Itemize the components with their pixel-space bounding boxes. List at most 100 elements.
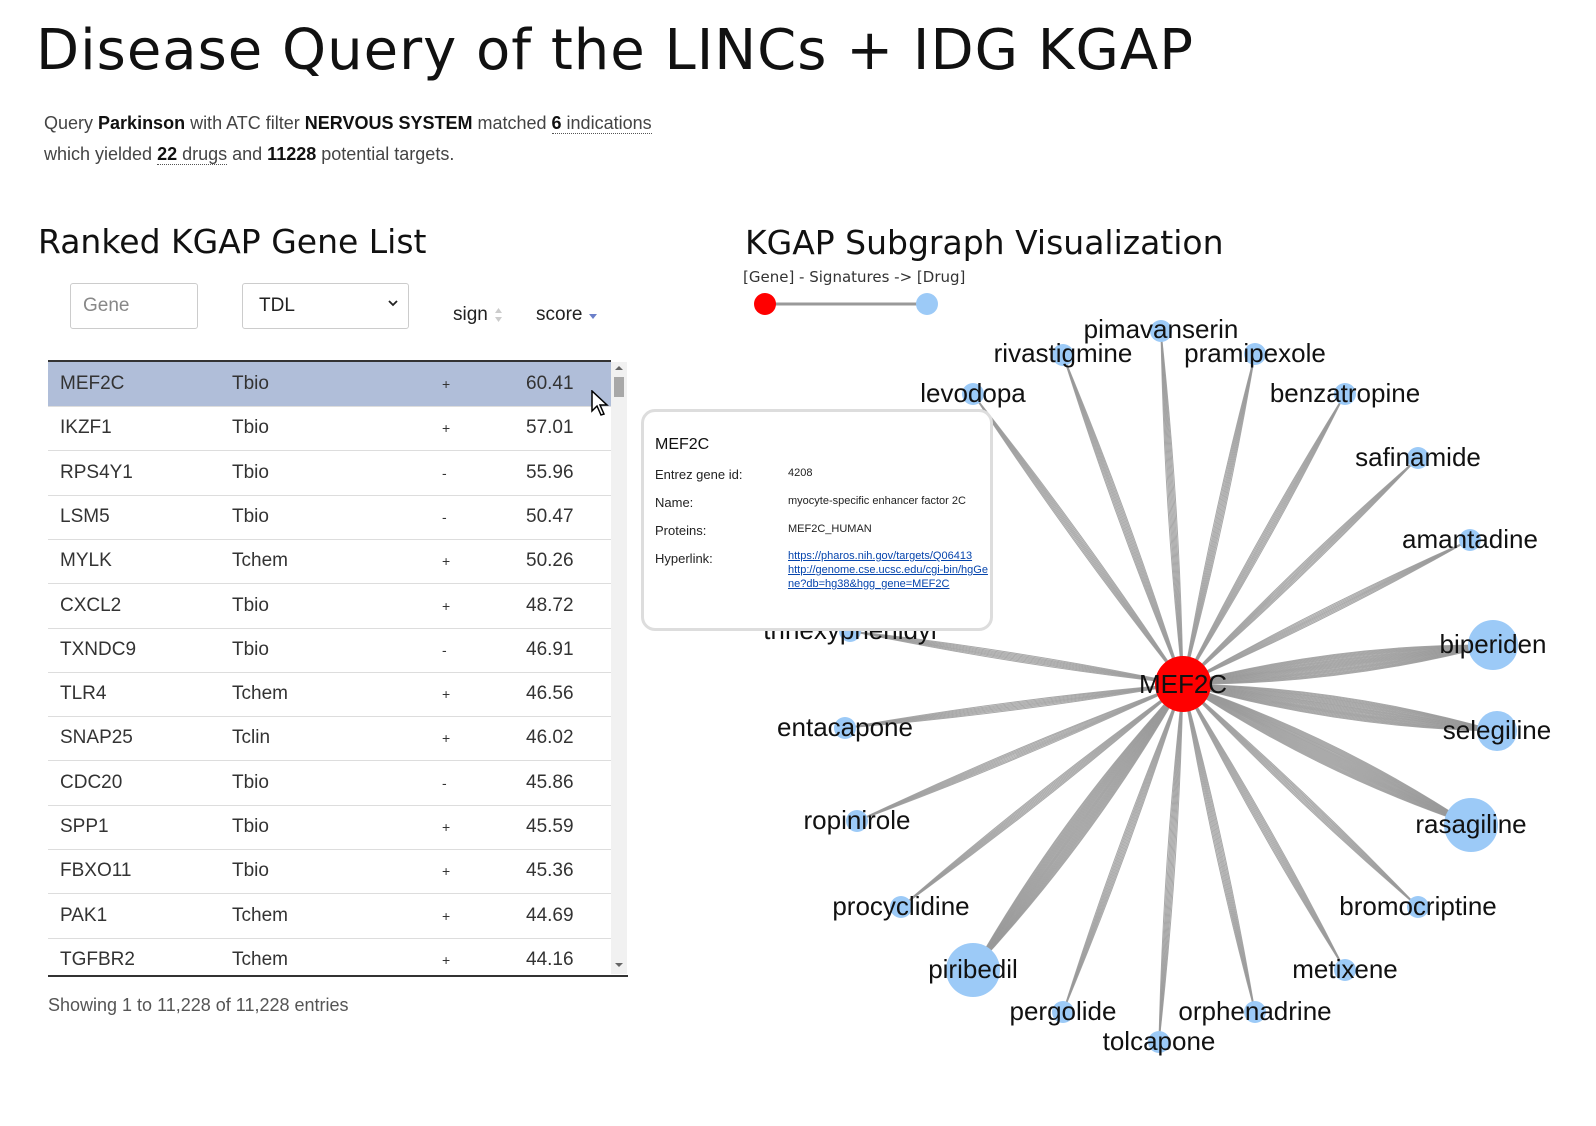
edge-pergolide [1062, 683, 1184, 1013]
table-row[interactable]: CDC20 Tbio - 45.86 [48, 761, 611, 806]
table-row[interactable]: TGFBR2 Tchem +44.16 [48, 938, 611, 978]
drug-node-tolcapone[interactable] [1148, 1031, 1170, 1053]
gene-filter-input[interactable] [70, 283, 198, 329]
table-row[interactable]: SNAP25 Tclin +46.02 [48, 716, 611, 762]
edge-pimavanserin [1160, 330, 1184, 685]
table-row[interactable]: CXCL2 Tbio +48.72 [48, 584, 611, 629]
table-row[interactable]: LSM5 Tbio - 50.47 [48, 495, 611, 540]
tdl-cell: Tchem [232, 550, 288, 572]
edge-selegiline [1182, 683, 1498, 732]
edge-entacapone [844, 683, 1184, 729]
drug-node-metixene[interactable] [1334, 959, 1356, 981]
scroll-up-icon[interactable] [615, 364, 623, 372]
drugs-link[interactable]: 22 drugs [157, 144, 228, 165]
edge-safinamide [1182, 457, 1419, 685]
drug-node-pramipexole[interactable] [1244, 343, 1266, 365]
indications-link[interactable]: 6 indications [551, 113, 652, 134]
table-info: Showing 1 to 11,228 of 11,228 entries [48, 995, 349, 1015]
edge-safinamide [1182, 457, 1419, 685]
edge-amantadine [1182, 539, 1471, 685]
edge-bromocriptine [1182, 683, 1419, 908]
edge-pimavanserin [1160, 330, 1184, 685]
table-row[interactable]: MYLK Tchem +50.26 [48, 539, 611, 585]
drug-node-biperiden[interactable] [1468, 620, 1518, 670]
drug-node-ropinirole[interactable] [846, 810, 868, 832]
drug-label: metixene [1292, 954, 1398, 984]
drug-node-rasagiline[interactable] [1444, 798, 1498, 852]
edge-pramipexole [1182, 353, 1256, 685]
tdl-cell: Tclin [232, 727, 271, 749]
drug-node-levodopa[interactable] [962, 383, 984, 405]
edge-trihexyphenidyl [849, 630, 1184, 685]
edge-ropinirole [856, 683, 1184, 822]
edge-ropinirole [856, 683, 1184, 822]
scroll-down-icon[interactable] [615, 961, 623, 969]
table-row[interactable]: FBXO11 Tbio +45.36 [48, 849, 611, 895]
summary-text: and [227, 144, 268, 164]
sign-cell: + [442, 730, 451, 747]
drug-label: biperiden [1440, 629, 1547, 659]
gene-cell: TXNDC9 [60, 638, 137, 660]
sign-cell: + [442, 686, 451, 703]
edge-tolcapone [1158, 683, 1184, 1043]
edge-pergolide [1062, 683, 1184, 1013]
edge-pramipexole [1182, 353, 1256, 685]
edge-procyclidine [900, 683, 1184, 908]
subgraph-title: KGAP Subgraph Visualization [745, 223, 1224, 262]
table-scrollbar[interactable] [611, 362, 627, 974]
drug-node-bromocriptine[interactable] [1407, 896, 1429, 918]
edge-orphenadrine [1182, 683, 1256, 1013]
edge-safinamide [1182, 457, 1419, 685]
edge-benzatropine [1182, 393, 1346, 685]
edge-ropinirole [856, 683, 1184, 822]
drug-node-pimavanserin[interactable] [1150, 320, 1172, 342]
table-row[interactable]: TXNDC9 Tbio - 46.91 [48, 628, 611, 673]
table-row[interactable]: TLR4 Tchem +46.56 [48, 672, 611, 718]
drug-label: amantadine [1402, 524, 1538, 554]
edge-trihexyphenidyl [849, 630, 1184, 685]
sign-cell: + [442, 951, 451, 968]
drug-node-benzatropine[interactable] [1334, 383, 1356, 405]
table-row[interactable]: PAK1 Tchem +44.69 [48, 894, 611, 939]
tooltip-ucsc-link[interactable]: http://genome.cse.ucsc.edu/cgi-bin/hgGen… [788, 564, 988, 590]
tooltip-pharos-link[interactable]: https://pharos.nih.gov/targets/Q06413 [788, 550, 973, 562]
drug-node-selegiline[interactable] [1477, 711, 1517, 751]
drug-node-procyclidine[interactable] [890, 896, 912, 918]
indications-label: indications [561, 113, 652, 133]
gene-tooltip: MEF2C Entrez gene id: 4208 Name: myocyte… [641, 409, 993, 631]
edge-rivastigmine [1062, 354, 1184, 685]
tdl-select[interactable]: TDL [242, 283, 409, 329]
edge-bromocriptine [1182, 683, 1419, 908]
sign-cell: + [442, 863, 451, 880]
score-column-header[interactable]: score [536, 304, 598, 326]
drug-node-amantadine[interactable] [1459, 529, 1481, 551]
table-row[interactable]: IKZF1 Tbio +57.01 [48, 406, 611, 452]
edge-amantadine [1182, 539, 1471, 685]
drug-node-rivastigmine[interactable] [1052, 344, 1074, 366]
graph-edges [844, 330, 1498, 1043]
sign-column-header[interactable]: sign [453, 304, 503, 326]
table-row[interactable]: SPP1 Tbio +45.59 [48, 805, 611, 850]
drug-node-safinamide[interactable] [1407, 447, 1429, 469]
edge-pramipexole [1182, 353, 1256, 685]
table-row[interactable]: MEF2C Tbio +60.41 [48, 362, 611, 407]
chevron-down-icon [388, 300, 398, 307]
edge-pimavanserin [1160, 330, 1184, 685]
edge-orphenadrine [1182, 683, 1256, 1013]
edge-rivastigmine [1062, 354, 1184, 685]
gene-node-center[interactable] [1155, 656, 1211, 712]
table-row[interactable]: RPS4Y1 Tbio - 55.96 [48, 451, 611, 496]
drug-node-entacapone[interactable] [834, 717, 856, 739]
sign-cell: - [442, 641, 447, 658]
scrollbar-thumb[interactable] [614, 377, 624, 397]
drug-node-pergolide[interactable] [1052, 1001, 1074, 1023]
edge-pimavanserin [1160, 330, 1184, 685]
drug-node-piribedil[interactable] [946, 943, 1000, 997]
tdl-cell: Tbio [232, 373, 269, 394]
score-cell: 44.69 [526, 904, 574, 926]
edge-entacapone [844, 683, 1184, 729]
edge-pergolide [1062, 683, 1184, 1013]
tooltip-gene: MEF2C [655, 436, 710, 453]
drug-node-orphenadrine[interactable] [1244, 1001, 1266, 1023]
